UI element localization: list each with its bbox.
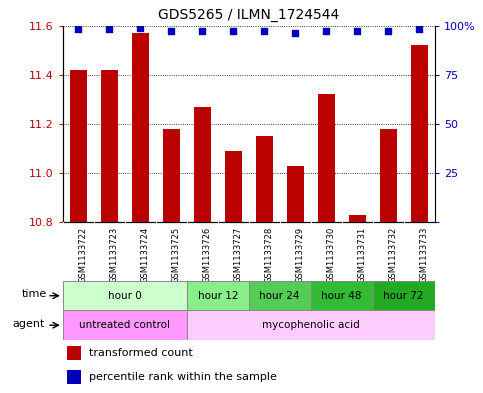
Bar xyxy=(411,45,428,222)
Bar xyxy=(132,33,149,222)
Point xyxy=(384,28,392,35)
Bar xyxy=(67,370,82,384)
Bar xyxy=(101,70,118,222)
Text: agent: agent xyxy=(13,319,45,329)
Point xyxy=(136,24,144,31)
Text: GSM1133724: GSM1133724 xyxy=(140,227,149,283)
Text: GSM1133727: GSM1133727 xyxy=(233,227,242,283)
Point xyxy=(354,28,361,35)
Bar xyxy=(67,346,82,360)
Text: GSM1133728: GSM1133728 xyxy=(264,227,273,283)
Bar xyxy=(318,94,335,222)
Text: hour 0: hour 0 xyxy=(108,291,142,301)
Text: hour 12: hour 12 xyxy=(198,291,238,301)
Bar xyxy=(373,281,435,310)
Point xyxy=(105,26,113,33)
Bar xyxy=(163,129,180,222)
Point xyxy=(415,26,423,33)
Bar xyxy=(63,281,187,310)
Point xyxy=(322,28,330,35)
Bar xyxy=(311,281,373,310)
Text: hour 24: hour 24 xyxy=(259,291,300,301)
Text: untreated control: untreated control xyxy=(79,320,170,330)
Text: mycophenolic acid: mycophenolic acid xyxy=(262,320,360,330)
Bar xyxy=(380,129,397,222)
Bar xyxy=(225,151,242,222)
Point xyxy=(260,28,268,35)
Bar xyxy=(287,165,304,222)
Text: GSM1133731: GSM1133731 xyxy=(357,227,366,283)
Bar xyxy=(187,281,249,310)
Bar xyxy=(194,107,211,222)
Point xyxy=(168,28,175,35)
Text: percentile rank within the sample: percentile rank within the sample xyxy=(89,372,277,382)
Text: GSM1133730: GSM1133730 xyxy=(326,227,335,283)
Text: GSM1133726: GSM1133726 xyxy=(202,227,211,283)
Bar xyxy=(249,281,311,310)
Point xyxy=(199,28,206,35)
Text: time: time xyxy=(22,289,47,299)
Bar xyxy=(349,215,366,222)
Text: transformed count: transformed count xyxy=(89,348,193,358)
Bar xyxy=(256,136,273,222)
Title: GDS5265 / ILMN_1724544: GDS5265 / ILMN_1724544 xyxy=(158,8,340,22)
Point xyxy=(229,28,237,35)
Text: GSM1133732: GSM1133732 xyxy=(388,227,397,283)
Bar xyxy=(63,310,187,340)
Text: GSM1133733: GSM1133733 xyxy=(419,227,428,283)
Text: hour 48: hour 48 xyxy=(322,291,362,301)
Point xyxy=(291,30,299,37)
Bar xyxy=(187,310,435,340)
Text: GSM1133723: GSM1133723 xyxy=(109,227,118,283)
Text: GSM1133722: GSM1133722 xyxy=(78,227,87,283)
Text: GSM1133725: GSM1133725 xyxy=(171,227,180,283)
Text: GSM1133729: GSM1133729 xyxy=(295,227,304,283)
Bar xyxy=(70,70,87,222)
Text: hour 72: hour 72 xyxy=(384,291,424,301)
Point xyxy=(74,26,82,33)
